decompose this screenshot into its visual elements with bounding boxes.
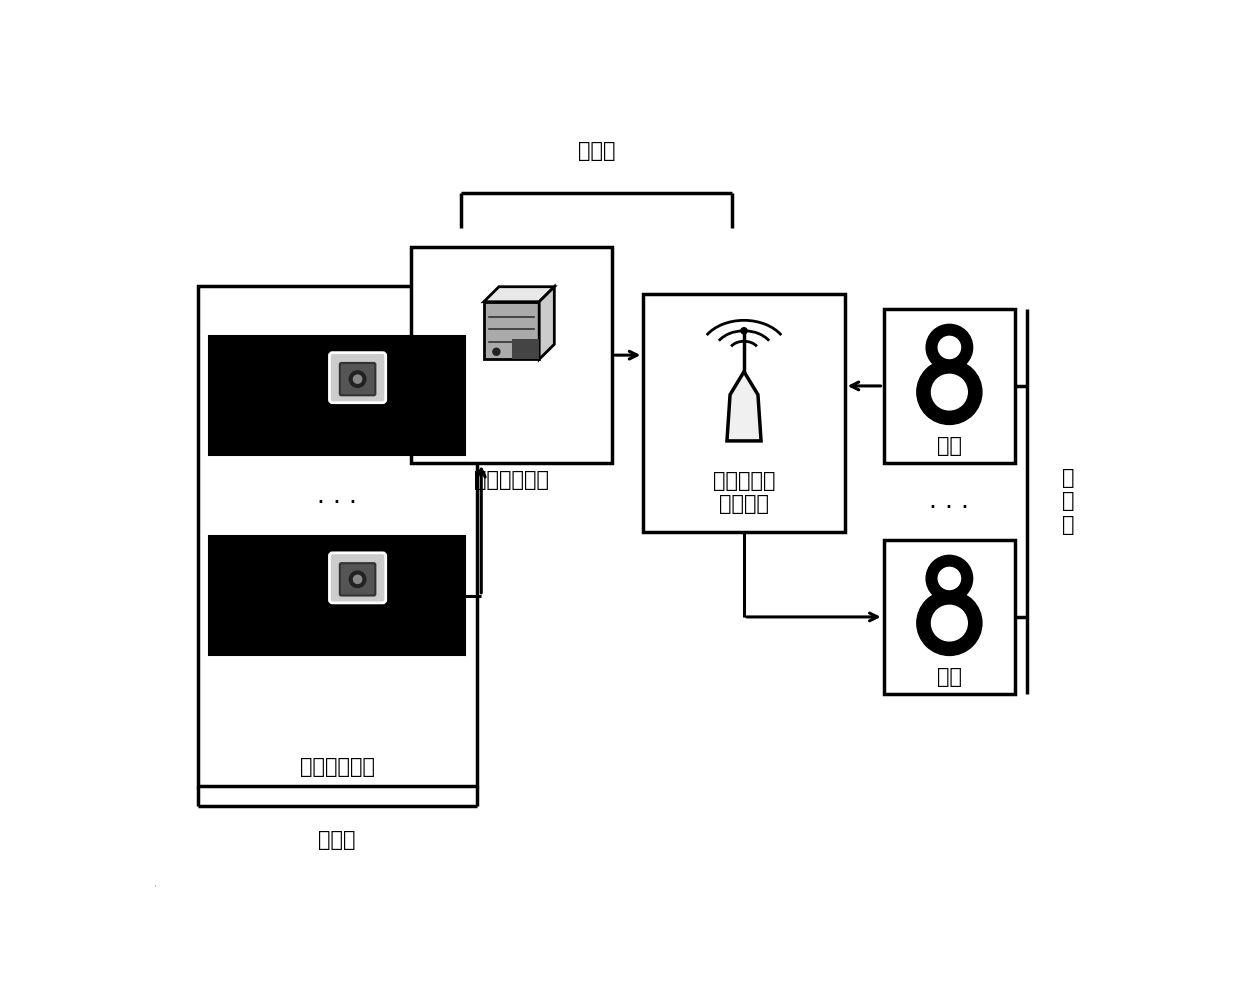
Bar xyxy=(410,247,613,463)
Polygon shape xyxy=(511,340,539,360)
Circle shape xyxy=(350,571,366,588)
Circle shape xyxy=(916,360,982,424)
Circle shape xyxy=(926,556,972,602)
Circle shape xyxy=(492,349,500,356)
Bar xyxy=(197,286,476,786)
Bar xyxy=(883,540,1016,694)
Text: 用户: 用户 xyxy=(937,436,962,456)
FancyBboxPatch shape xyxy=(330,553,386,603)
FancyBboxPatch shape xyxy=(340,363,376,395)
Text: 图像处理模块: 图像处理模块 xyxy=(474,470,549,490)
Circle shape xyxy=(931,374,967,410)
Text: 信息处理与
发布模块: 信息处理与 发布模块 xyxy=(713,470,775,514)
Text: 应
用
层: 应 用 层 xyxy=(1061,468,1074,535)
Bar xyxy=(883,309,1016,463)
Text: 网络层: 网络层 xyxy=(578,141,615,161)
FancyBboxPatch shape xyxy=(330,353,386,402)
Polygon shape xyxy=(539,287,554,360)
Text: 图像采集模块: 图像采集模块 xyxy=(300,757,374,777)
FancyBboxPatch shape xyxy=(340,563,376,596)
Circle shape xyxy=(353,576,362,584)
Circle shape xyxy=(939,568,961,590)
Text: . . .: . . . xyxy=(317,484,357,508)
Circle shape xyxy=(742,328,746,334)
Bar xyxy=(644,294,844,532)
Polygon shape xyxy=(484,287,554,302)
Circle shape xyxy=(939,337,961,359)
Text: 感知层: 感知层 xyxy=(319,831,356,851)
Circle shape xyxy=(353,375,362,383)
Polygon shape xyxy=(727,372,761,441)
Bar xyxy=(210,536,465,655)
Bar xyxy=(210,336,465,455)
Text: . . .: . . . xyxy=(929,489,970,514)
Circle shape xyxy=(350,371,366,387)
Polygon shape xyxy=(484,302,539,360)
Circle shape xyxy=(916,591,982,655)
Text: 用户: 用户 xyxy=(937,667,962,687)
Circle shape xyxy=(931,606,967,640)
Circle shape xyxy=(926,325,972,371)
